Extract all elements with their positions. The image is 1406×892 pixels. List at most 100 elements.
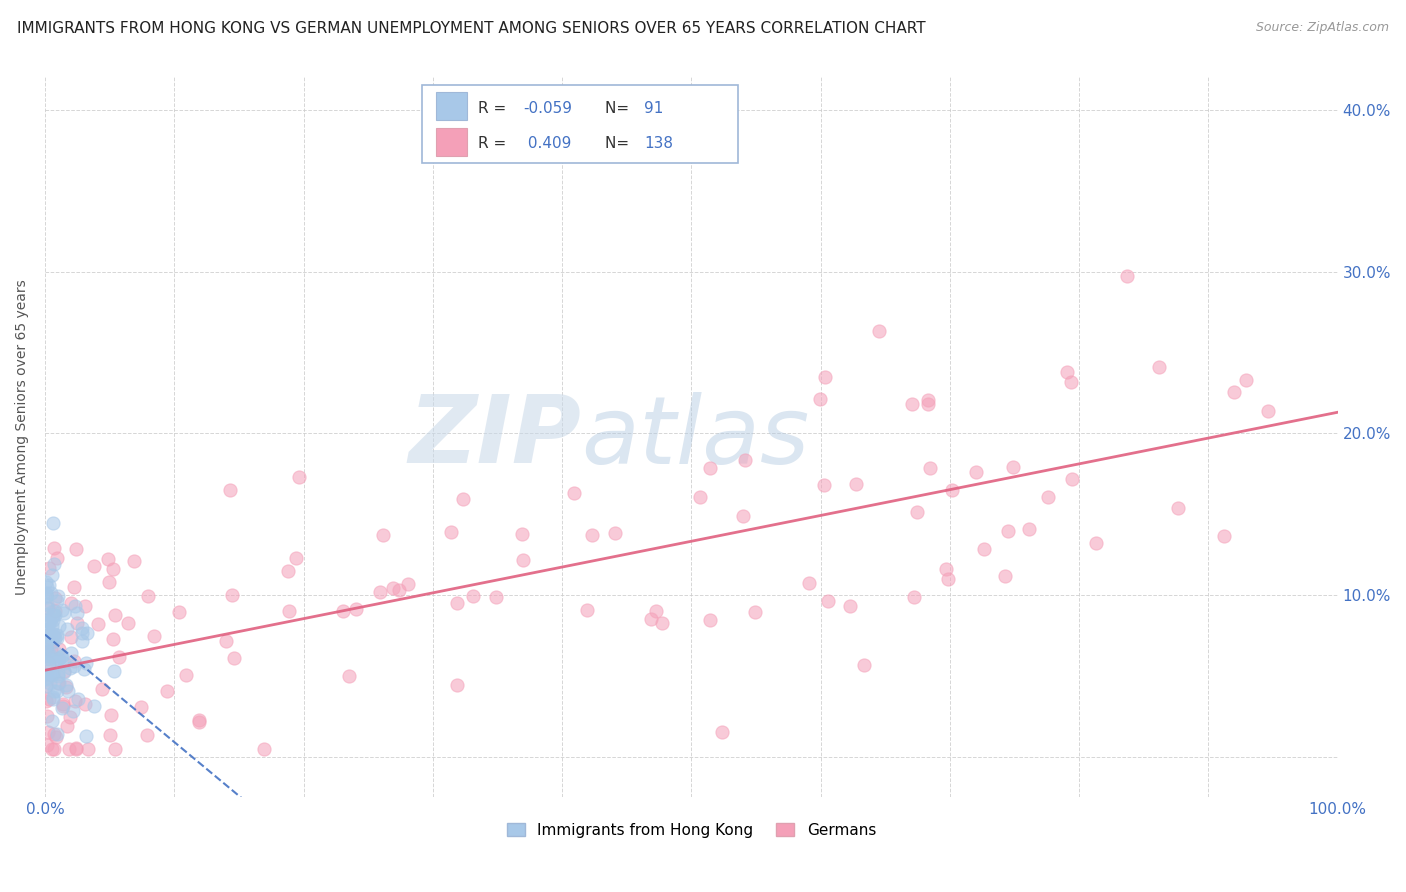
Point [288,470,311,484]
Point [38,658,60,673]
Point [35,643,58,657]
Point [38,692,60,706]
Point [41,742,63,756]
Text: R =: R = [478,136,512,152]
Text: atlas: atlas [582,392,810,483]
Point [48,676,70,690]
Point [512,553,534,567]
Point [59,661,82,675]
Point [48,652,70,666]
Point [46,667,69,681]
Point [37,601,59,615]
Point [103,632,125,647]
Point [108,650,131,665]
Point [689,491,711,505]
Point [1038,490,1060,504]
Point [35,709,58,723]
Text: 0.409: 0.409 [523,136,571,152]
Point [814,369,837,384]
Point [39,643,62,657]
Point [42,690,65,705]
Point [868,324,890,338]
Point [66,606,89,620]
Point [98,575,121,590]
Point [901,397,924,411]
Point [45,646,67,660]
Point [167,605,190,619]
Point [59,646,82,660]
Point [34,671,56,685]
Point [965,465,987,479]
Point [70,626,93,640]
Point [75,656,97,670]
Point [98,728,121,742]
Point [44,591,66,605]
Point [603,525,626,540]
Point [808,392,831,406]
Point [905,505,928,519]
Point [46,589,69,603]
Point [38,628,60,642]
Point [575,603,598,617]
Point [45,730,67,744]
Point [35,672,58,686]
Point [39,652,62,666]
Point [370,585,392,599]
Point [52,607,75,621]
Point [87,617,110,632]
Point [65,740,87,755]
Point [936,572,959,586]
Point [44,684,66,698]
Point [51,602,73,616]
Point [1001,460,1024,475]
Point [44,607,66,622]
Point [997,524,1019,538]
Point [35,591,58,605]
Legend: Immigrants from Hong Kong, Germans: Immigrants from Hong Kong, Germans [501,816,882,844]
Point [42,607,65,622]
Point [278,604,301,618]
Point [39,675,62,690]
Point [49,649,72,664]
Point [65,541,87,556]
Point [973,542,995,557]
Point [38,656,60,670]
Point [63,654,86,668]
Point [104,742,127,756]
Point [1060,472,1083,486]
Point [344,602,367,616]
Point [38,577,60,591]
Point [117,615,139,630]
Point [96,552,118,566]
Point [1234,373,1257,387]
Point [72,633,94,648]
Point [42,627,65,641]
Text: 138: 138 [644,136,673,152]
Point [1147,359,1170,374]
Point [1222,385,1244,400]
Point [645,604,668,618]
Point [39,667,62,681]
Point [35,642,58,657]
Point [142,629,165,643]
Point [34,666,56,681]
Point [52,665,75,679]
Point [62,704,84,718]
Point [129,699,152,714]
Point [451,491,474,506]
Point [75,599,97,613]
Point [73,662,96,676]
Point [215,634,238,648]
Point [446,678,468,692]
Point [221,588,243,602]
Point [797,576,820,591]
Point [41,635,63,649]
Point [51,649,73,664]
Point [66,616,89,631]
Point [103,665,125,679]
Point [640,612,662,626]
Point [63,659,86,673]
Point [35,580,58,594]
Point [284,550,307,565]
Point [48,641,70,656]
